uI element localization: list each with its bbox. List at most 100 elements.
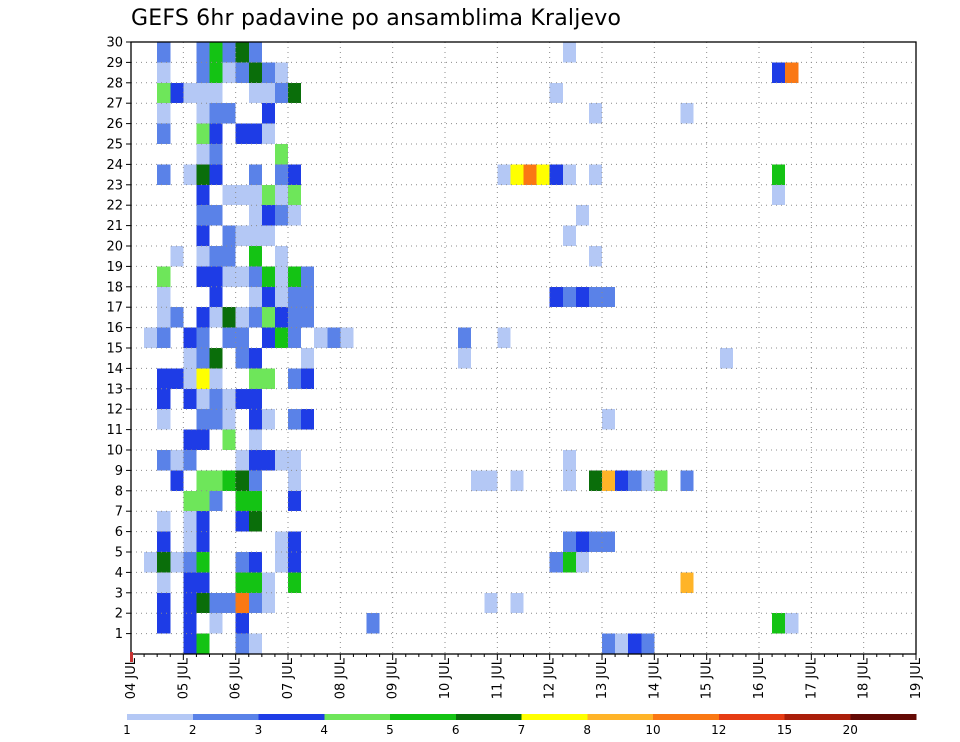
precip-cell [196,42,210,63]
y-tick-label: 19 [106,260,123,275]
precip-cell [183,511,197,532]
y-tick-label: 21 [106,219,123,234]
x-tick-label: 10 JUL [438,657,453,699]
legend-swatch [718,714,785,720]
precip-cell [157,307,171,328]
precip-cell [209,62,223,83]
precip-cell [196,592,210,614]
precip-cell [196,552,210,573]
precip-cell [196,531,210,552]
legend-label: 4 [320,723,328,737]
precip-cell [235,592,249,614]
precip-cell [274,286,288,308]
x-tick-label: 05 JUL [176,657,191,699]
precip-cell [170,307,184,328]
precip-cell [340,327,354,348]
y-tick-label: 1 [115,627,123,642]
x-tick-label: 06 JUL [229,657,244,699]
precip-cell [248,450,262,471]
precip-cell [196,144,210,165]
precip-cell [157,327,171,348]
y-tick-label: 29 [106,56,123,71]
precip-cell [301,266,315,287]
precip-cell [157,511,171,532]
legend-label: 3 [255,723,263,737]
precip-cell [235,613,249,634]
precip-cell [222,103,236,124]
precip-cell [288,307,302,328]
precip-cell [183,572,197,593]
precip-cell [196,490,210,512]
precip-cell [183,368,197,389]
precip-cell [248,388,262,410]
legend-swatch [258,714,325,720]
precip-cell [497,164,511,185]
precip-cell [157,552,171,573]
precip-cell [562,470,576,491]
x-tick-label: 08 JUL [333,657,348,699]
precip-cell [248,633,262,654]
precip-cell [209,205,223,226]
precip-cell [248,409,262,430]
precip-cell [248,511,262,532]
precip-cell [549,82,563,104]
precip-cell [196,388,210,410]
precip-cell [366,613,380,634]
precip-cell [274,82,288,104]
precip-cell [157,531,171,552]
precip-cell [288,409,302,430]
precip-cell [562,450,576,471]
precip-cell [510,592,524,614]
x-tick-label: 07 JUL [281,657,296,699]
y-tick-label: 9 [115,464,123,479]
precip-cell [209,388,223,410]
precip-cell [235,511,249,532]
precip-cell [157,286,171,308]
precip-cell [510,164,524,185]
precip-cell [170,246,184,267]
precip-cell [209,490,223,512]
precip-cell [248,429,262,450]
precip-cell [222,409,236,430]
precip-cell [458,348,472,369]
precip-cell [261,266,275,287]
legend-label: 2 [189,723,197,737]
y-tick-label: 6 [115,525,123,540]
legend-swatch [587,714,654,720]
precip-cell [588,531,602,552]
precip-cell [261,327,275,348]
precip-cell [562,286,576,308]
precip-cell [602,470,616,491]
precip-cell [588,103,602,124]
y-tick-label: 5 [115,546,123,561]
x-tick-label: 16 JUL [752,657,767,699]
precip-cell [274,552,288,573]
precip-cell [248,225,262,246]
precip-cell [209,123,223,144]
y-tick-label: 2 [115,607,123,622]
x-tick-label: 17 JUL [804,657,819,699]
precip-cell [628,633,642,654]
precip-cell [654,470,668,491]
x-tick-label: 11 JUL [490,657,505,699]
precip-cell [235,470,249,491]
legend-swatch [455,714,522,720]
precip-cell [274,62,288,83]
y-tick-label: 12 [106,403,123,418]
legend-swatch [127,714,194,720]
precip-cell [222,225,236,246]
precip-cell [261,450,275,471]
precip-cell [235,327,249,348]
precip-cell [222,307,236,328]
precip-cell [274,164,288,185]
precip-cell [785,613,799,634]
precip-cell [157,62,171,83]
precip-cell [497,327,511,348]
precip-cell [222,592,236,614]
precip-cell [588,286,602,308]
precip-cell [170,470,184,491]
x-tick-label: 15 JUL [700,657,715,699]
precip-cell [196,327,210,348]
legend-swatch [653,714,720,720]
precip-cell [157,42,171,63]
